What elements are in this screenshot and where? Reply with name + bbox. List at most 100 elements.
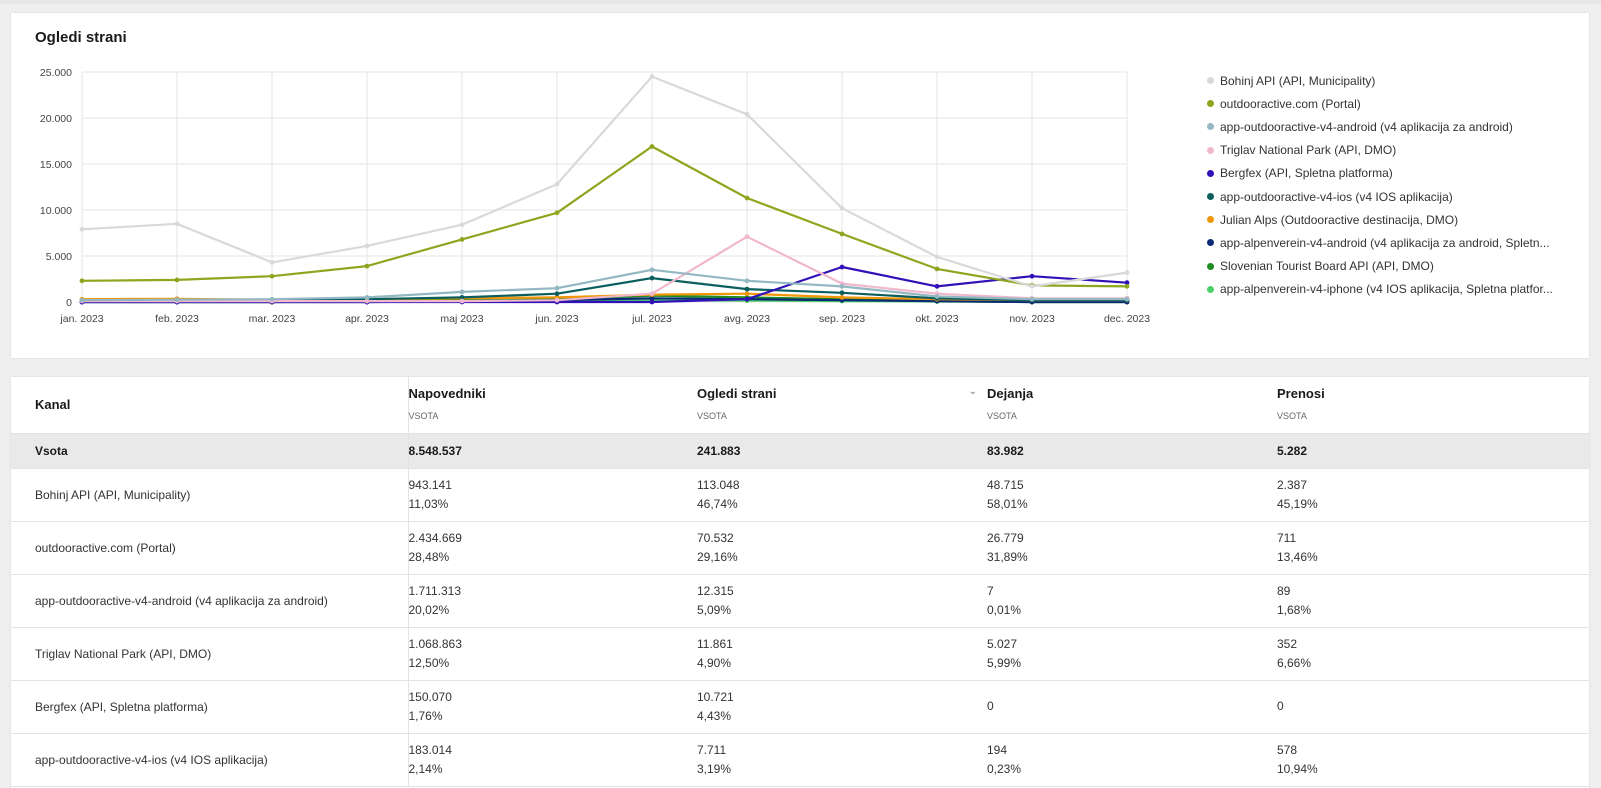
data-point[interactable] [364,263,370,269]
series-line[interactable] [82,235,1127,303]
sum-prenosi: 5.282 [1277,433,1589,469]
sort-chevron-down-icon[interactable]: ⌄ [968,386,977,397]
table-row[interactable]: app-outdooractive-v4-ios (v4 IOS aplikac… [11,733,1589,787]
data-point[interactable] [364,295,370,300]
row-napovedniki-percent: 11,03% [408,496,449,511]
x-tick-label: feb. 2023 [155,313,199,325]
data-point[interactable] [364,298,370,304]
legend-item[interactable]: Julian Alps (Outdooractive destinacija, … [1207,208,1579,231]
column-header-kanal[interactable]: Kanal [11,377,409,434]
legend-item[interactable]: Slovenian Tourist Board API (API, DMO) [1207,255,1579,278]
data-point[interactable] [839,205,845,211]
row-dejanja-value: 7 [987,583,994,598]
data-point[interactable] [364,243,370,249]
data-point[interactable] [649,74,655,79]
legend-item[interactable]: app-outdooractive-v4-ios (v4 IOS aplikac… [1207,185,1579,208]
legend-dot-icon [1207,216,1214,224]
table-row[interactable]: outdooractive.com (Portal) 2.434.669 28,48… [11,521,1589,575]
data-point[interactable] [269,296,275,302]
y-tick-label: 20.000 [40,113,72,125]
data-point[interactable] [744,291,750,297]
data-point[interactable] [1124,296,1130,302]
data-point[interactable] [174,221,180,227]
data-point[interactable] [459,237,465,242]
data-point[interactable] [174,277,180,283]
data-point[interactable] [649,275,655,281]
data-point[interactable] [744,296,750,302]
table-row[interactable]: app-outdooractive-v4-android (v4 aplikac… [11,574,1589,628]
legend-item[interactable]: outdooractive.com (Portal) [1207,92,1579,115]
column-header-dejanja[interactable]: Dejanja VSOTA [987,377,1277,434]
table-row[interactable]: Bergfex (API, Spletna platforma) 150.070 1… [11,680,1589,734]
row-ogledi-value: 70.532 [697,530,734,545]
row-dejanja: 7 0,01% [987,574,1277,628]
row-napovedniki: 1.711.313 20,02% [408,574,697,628]
data-point[interactable] [554,297,560,303]
data-point[interactable] [269,260,275,265]
data-point[interactable] [839,295,845,300]
data-point[interactable] [459,222,465,228]
legend-label: outdooractive.com (Portal) [1220,96,1361,111]
data-point[interactable] [79,278,85,284]
data-point[interactable] [934,294,940,299]
column-header-ogledi-strani[interactable]: Ogledi strani VSOTA ⌄ [697,377,987,434]
data-point[interactable] [744,111,750,117]
legend-item[interactable]: app-alpenverein-v4-android (v4 aplikacij… [1207,231,1579,254]
legend-item[interactable]: app-alpenverein-v4-iphone (v4 IOS aplika… [1207,278,1579,301]
data-point[interactable] [459,289,465,295]
table-row[interactable]: Bohinj API (API, Municipality) 943.141 11,… [11,468,1589,522]
data-point[interactable] [649,144,655,149]
series-line[interactable] [81,268,1127,302]
data-point[interactable] [1124,280,1130,286]
row-ogledi-value: 113.048 [697,477,740,492]
data-point[interactable] [839,283,845,289]
data-point[interactable] [649,295,655,301]
data-point[interactable] [649,267,655,273]
legend-item[interactable]: Bohinj API (API, Municipality) [1207,69,1579,92]
data-point[interactable] [744,286,750,292]
row-prenosi: 352 6,66% [1277,627,1589,681]
data-point[interactable] [744,278,750,284]
data-point[interactable] [649,299,655,305]
data-point[interactable] [1124,270,1130,275]
series-line[interactable] [81,145,1128,288]
data-point[interactable] [1124,283,1130,289]
x-tick-label: jan. 2023 [59,313,103,325]
row-prenosi-value: 578 [1277,742,1298,757]
data-point[interactable] [649,291,655,297]
data-point[interactable] [1029,273,1035,279]
column-header-prenosi[interactable]: Prenosi VSOTA [1277,377,1589,434]
row-prenosi: 89 1,68% [1277,574,1589,628]
legend-item[interactable]: app-outdooractive-v4-android (v4 aplikac… [1207,115,1579,138]
data-point[interactable] [554,291,560,297]
sum-label: Vsota [11,433,409,469]
data-point[interactable] [1029,296,1035,302]
data-point[interactable] [839,264,845,270]
data-point[interactable] [459,298,465,304]
data-point[interactable] [934,266,940,272]
sum-dejanja: 83.982 [987,433,1277,469]
data-point[interactable] [554,210,560,216]
row-dejanja: 194 0,23% [987,733,1277,787]
row-ogledi: 10.721 4,43% [697,680,987,734]
data-point[interactable] [744,234,750,240]
data-point[interactable] [839,231,845,237]
channel-table-card: Kanal Napovedniki VSOTA Ogledi strani VSOT… [11,377,1589,788]
data-point[interactable] [744,195,750,201]
data-point[interactable] [79,297,85,303]
table-row[interactable]: Triglav National Park (API, DMO) 1.068.86… [11,627,1589,681]
data-point[interactable] [554,285,560,291]
data-point[interactable] [554,181,560,187]
data-point[interactable] [1029,283,1035,289]
data-point[interactable] [174,297,180,303]
data-point[interactable] [269,273,275,279]
legend-item[interactable]: Triglav National Park (API, DMO) [1207,139,1579,162]
data-point[interactable] [459,295,465,300]
series-line[interactable] [81,75,1128,288]
legend-item[interactable]: Bergfex (API, Spletna platforma) [1207,162,1579,185]
data-point[interactable] [934,254,940,260]
data-point[interactable] [839,290,845,296]
column-header-napovedniki[interactable]: Napovedniki VSOTA [408,377,697,434]
data-point[interactable] [79,226,85,232]
data-point[interactable] [934,283,940,289]
